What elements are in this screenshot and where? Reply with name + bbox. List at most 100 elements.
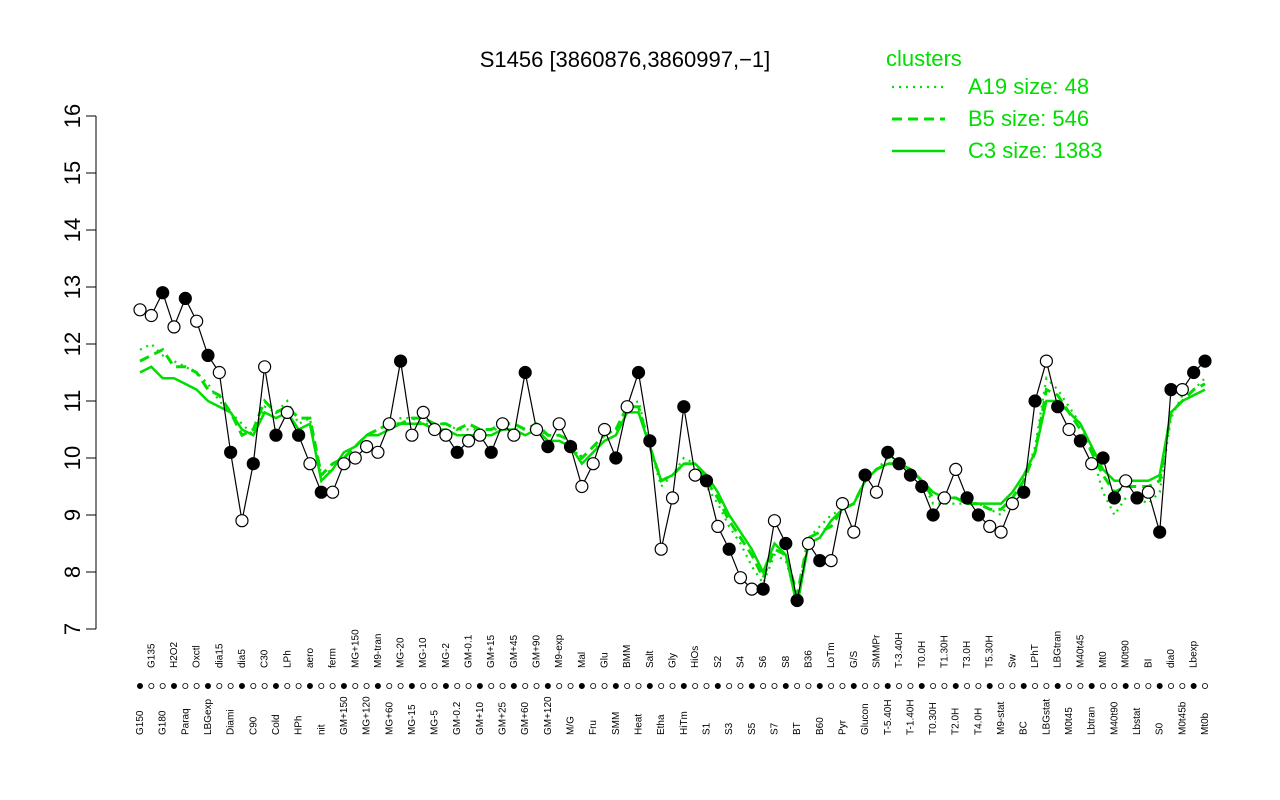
data-point	[303, 457, 317, 471]
x-tick-mark	[454, 683, 461, 690]
x-tick-mark	[828, 683, 835, 690]
x-tick-mark	[805, 683, 812, 690]
data-point	[1017, 485, 1031, 499]
x-tick-label: Lbexp	[1189, 640, 1200, 668]
x-tick-label: M40t90	[1109, 701, 1120, 735]
data-point	[949, 462, 963, 476]
x-tick-mark	[1111, 683, 1118, 690]
data-point	[665, 491, 680, 505]
data-point	[246, 457, 260, 471]
data-point	[280, 405, 294, 419]
legend: clusters A19 size: 48 B5 size: 546 C3 size…	[886, 46, 1103, 163]
x-tick-label: Sw	[1007, 653, 1018, 668]
x-tick-label: GM+60	[520, 701, 531, 735]
x-tick-mark	[760, 683, 767, 690]
x-tick-mark	[930, 683, 937, 690]
x-tick-mark	[159, 683, 166, 690]
x-tick-mark	[590, 683, 597, 690]
data-point	[1085, 457, 1099, 471]
x-tick-label: GM+15	[486, 634, 497, 668]
x-tick-label: Pyr	[837, 719, 848, 735]
x-tick-mark	[488, 683, 495, 690]
x-tick-mark	[839, 683, 846, 690]
legend-label: B5 size: 546	[968, 106, 1089, 131]
x-tick-label: M9-exp	[554, 634, 565, 668]
x-tick-mark	[238, 683, 245, 690]
data-point	[1051, 400, 1065, 414]
y-tick-label: 7	[60, 623, 85, 635]
chart-title: S1456 [3860876,3860997,−1]	[480, 47, 771, 72]
x-tick-mark	[329, 683, 336, 690]
x-tick-label: T-5.40H	[883, 699, 894, 735]
x-tick-mark	[148, 683, 155, 690]
data-point	[903, 468, 918, 482]
data-point	[405, 428, 419, 442]
data-point	[484, 445, 498, 459]
x-tick-label: S2	[713, 655, 724, 668]
x-tick-mark	[1190, 683, 1197, 690]
x-tick-mark	[544, 683, 551, 690]
data-point	[609, 451, 623, 465]
data-point	[1039, 354, 1053, 368]
expression-line	[139, 291, 1206, 601]
y-tick-label: 12	[60, 332, 85, 356]
data-point	[643, 434, 657, 448]
data-point	[1096, 451, 1110, 465]
x-tick-mark	[907, 683, 914, 690]
series-line-2	[139, 365, 1206, 607]
x-tick-label: LPhT	[1030, 644, 1041, 668]
x-tick-label: aero	[305, 648, 316, 668]
data-point	[178, 291, 192, 305]
y-tick-label: 10	[60, 446, 85, 470]
data-point	[1119, 474, 1133, 488]
x-tick-label: Gly	[668, 653, 679, 668]
x-tick-mark	[318, 683, 325, 690]
x-tick-label: LBGexp	[203, 698, 214, 735]
data-point	[541, 440, 555, 454]
x-tick-label: C90	[248, 716, 259, 735]
x-tick-mark	[646, 683, 653, 690]
x-tick-mark	[1156, 683, 1163, 690]
x-tick-mark	[964, 683, 971, 690]
x-tick-mark	[476, 683, 483, 690]
series-line-1	[139, 347, 1206, 596]
data-point	[677, 400, 691, 414]
x-tick-mark	[658, 683, 665, 690]
data-point	[348, 451, 362, 465]
x-tick-label: GM+45	[509, 634, 520, 668]
data-points	[133, 286, 1212, 608]
x-tick-mark	[1077, 683, 1084, 690]
x-tick-mark	[510, 683, 517, 690]
x-tick-label: B36	[803, 650, 814, 668]
x-tick-mark	[873, 683, 880, 690]
x-tick-label: BI	[1143, 659, 1154, 668]
x-tick-label: GM+150	[339, 696, 350, 735]
data-point	[473, 428, 487, 442]
data-point	[495, 417, 510, 431]
data-point	[926, 508, 940, 522]
x-tick-mark	[227, 683, 234, 690]
x-tick-label: M0t45	[1064, 707, 1075, 735]
x-tick-label: dia0	[1166, 649, 1177, 668]
x-tick-mark	[850, 683, 857, 690]
x-tick-label: BMM	[622, 645, 633, 668]
x-tick-mark	[408, 683, 415, 690]
data-point	[1175, 383, 1189, 397]
data-point	[292, 428, 306, 442]
x-tick-label: M0t45b	[1177, 701, 1188, 735]
data-point	[779, 536, 793, 551]
data-point	[337, 457, 351, 471]
x-tick-label: LBGstat	[1041, 699, 1052, 735]
x-tick-mark	[499, 683, 506, 690]
x-tick-label: BC	[1019, 721, 1030, 735]
data-point	[1130, 491, 1144, 505]
data-point	[813, 553, 827, 568]
data-point	[722, 542, 736, 556]
x-tick-label: MG-15	[407, 704, 418, 735]
x-tick-label: T3.0H	[962, 641, 973, 668]
x-tick-mark	[1145, 683, 1152, 690]
x-tick-mark	[397, 683, 404, 690]
x-tick-mark	[748, 683, 755, 690]
data-line	[139, 291, 1206, 601]
x-tick-label: BT	[792, 722, 803, 735]
